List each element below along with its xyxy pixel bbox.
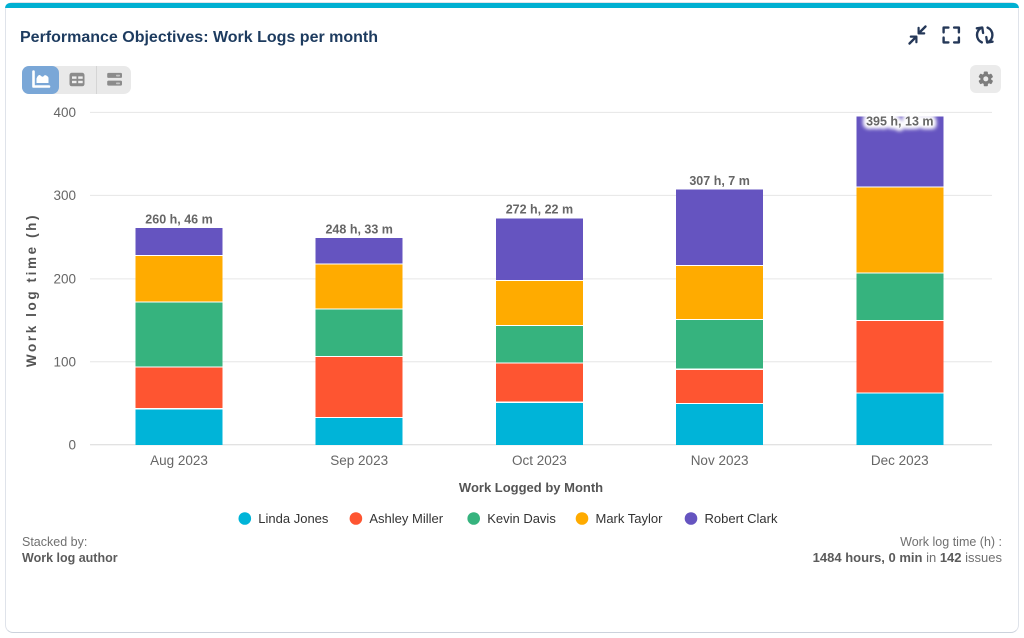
svg-text:Nov 2023: Nov 2023 [691, 453, 749, 468]
svg-text:260 h, 46 m: 260 h, 46 m [145, 212, 212, 226]
svg-text:100: 100 [53, 354, 76, 369]
svg-text:Oct 2023: Oct 2023 [512, 453, 567, 468]
svg-text:Dec 2023: Dec 2023 [871, 453, 929, 468]
svg-text:307 h, 7 m: 307 h, 7 m [689, 174, 749, 188]
svg-text:272 h, 22 m: 272 h, 22 m [506, 203, 573, 217]
svg-text:Kevin Davis: Kevin Davis [487, 511, 556, 526]
svg-text:Ashley Miller: Ashley Miller [369, 511, 443, 526]
svg-text:395 h, 13 m: 395 h, 13 m [866, 115, 933, 129]
svg-text:Sep 2023: Sep 2023 [330, 453, 388, 468]
svg-text:Mark Taylor: Mark Taylor [596, 511, 664, 526]
svg-text:400: 400 [53, 105, 76, 120]
svg-text:0: 0 [68, 437, 76, 452]
svg-text:Aug 2023: Aug 2023 [150, 453, 208, 468]
svg-text:300: 300 [53, 188, 76, 203]
svg-text:Robert Clark: Robert Clark [705, 511, 778, 526]
svg-text:248 h, 33 m: 248 h, 33 m [325, 222, 392, 236]
svg-text:Work Logged by Month: Work Logged by Month [459, 480, 603, 495]
svg-text:Linda Jones: Linda Jones [258, 511, 329, 526]
svg-text:Work log time (h): Work log time (h) [24, 213, 39, 367]
svg-text:200: 200 [53, 272, 76, 287]
svg-text:395 h, 13 m: 395 h, 13 m [866, 115, 933, 129]
svg-text:395 h, 13 m: 395 h, 13 m [866, 115, 933, 129]
